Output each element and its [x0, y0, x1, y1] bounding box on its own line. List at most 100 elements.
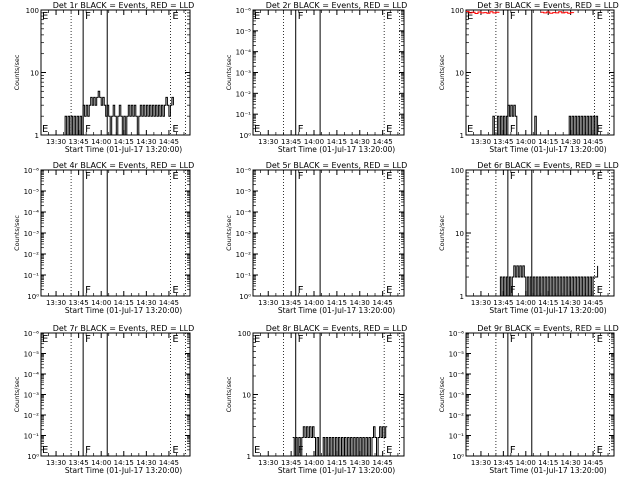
y-tick-label: 10⁻¹ [24, 272, 40, 280]
y-tick-label: 10 [242, 392, 251, 400]
y-axis-label: Counts/sec [225, 376, 233, 412]
marker-label-bottom-F: F [85, 445, 91, 456]
y-tick-label: 10⁻² [24, 412, 40, 420]
marker-label-bottom-F: F [510, 285, 516, 296]
y-tick-label: 10⁻² [449, 412, 465, 420]
marker-label-top-E: E [597, 11, 603, 22]
y-tick-label: 10⁻⁶ [236, 7, 252, 15]
y-tick-label: 100 [238, 330, 251, 338]
marker-label-top-F: F [510, 171, 516, 182]
y-tick-label: 1 [460, 132, 464, 140]
marker-label-bottom-E: E [42, 124, 48, 135]
detector-plot-5: Det 5r BLACK = Events, RED = LLD 10⁰ 10⁻¹ 1… [225, 161, 407, 315]
y-axis-label: Counts/sec [438, 54, 446, 90]
x-tick-label: 13:30 [46, 459, 66, 467]
x-axis-label: Start Time (01-Jul-17 13:20:00) [65, 145, 182, 154]
x-tick-label: 14:15 [538, 459, 558, 467]
detector-plot-4: Det 4r BLACK = Events, RED = LLD 10⁰ 10⁻¹ 1… [13, 161, 194, 315]
plot-title: Det 6r BLACK = Events, RED = LLD [477, 161, 619, 170]
plot-title: Det 1r BLACK = Events, RED = LLD [53, 1, 195, 10]
x-tick-label: 14:30 [561, 299, 581, 307]
x-tick-label: 14:30 [561, 459, 581, 467]
x-tick-label: 13:30 [471, 459, 491, 467]
y-tick-label: 1 [35, 132, 39, 140]
x-tick-label: 14:30 [136, 138, 156, 146]
marker-label-top-E: E [597, 334, 603, 345]
y-tick-label: 10 [455, 70, 464, 78]
y-axis-label: Counts/sec [225, 54, 233, 90]
y-tick-label: 10⁻⁴ [24, 209, 40, 217]
y-tick-label: 10⁻³ [236, 230, 252, 238]
x-tick-label: 14:15 [538, 138, 558, 146]
y-tick-label: 1 [247, 453, 251, 461]
y-tick-label: 10⁻³ [24, 392, 40, 400]
plot-title: Det 9r BLACK = Events, RED = LLD [477, 324, 619, 333]
marker-label-top-F: F [85, 171, 91, 182]
y-axis-label: Counts/sec [225, 215, 233, 251]
marker-label-bottom-E: E [597, 285, 603, 296]
y-tick-label: 10⁻³ [24, 230, 40, 238]
x-axis-label: Start Time (01-Jul-17 13:20:00) [65, 466, 182, 475]
y-tick-label: 10⁻² [236, 251, 252, 259]
marker-label-bottom-E: E [254, 445, 260, 456]
y-tick-label: 10 [30, 70, 39, 78]
x-tick-label: 14:30 [350, 459, 370, 467]
x-tick-label: 14:30 [136, 459, 156, 467]
plot-title: Det 4r BLACK = Events, RED = LLD [53, 161, 195, 170]
detector-plot-1: Det 1r BLACK = Events, RED = LLD 1 10 100 13… [13, 1, 194, 154]
x-axis-label: Start Time (01-Jul-17 13:20:00) [278, 466, 395, 475]
x-tick-label: 13:45 [493, 299, 513, 307]
x-tick-label: 14:15 [114, 299, 134, 307]
marker-label-top-E: E [42, 334, 48, 345]
x-tick-label: 13:30 [258, 299, 278, 307]
y-axis-label: Counts/sec [438, 215, 446, 251]
x-tick-label: 14:45 [373, 299, 393, 307]
x-tick-label: 14:45 [583, 299, 603, 307]
detector-plot-3: Det 3r BLACK = Events, RED = LLD 1 10 100 13… [438, 1, 619, 154]
plot-frame [40, 332, 191, 457]
x-tick-label: 13:45 [69, 138, 89, 146]
x-tick-label: 14:15 [538, 299, 558, 307]
y-tick-label: 10⁻² [24, 251, 40, 259]
x-tick-label: 14:45 [583, 459, 603, 467]
y-tick-label: 10⁻⁵ [24, 188, 40, 196]
y-tick-label: 10⁻⁶ [449, 330, 465, 338]
plot-title: Det 8r BLACK = Events, RED = LLD [266, 324, 408, 333]
y-axis-label: Counts/sec [13, 376, 21, 412]
y-tick-label: 100 [451, 167, 464, 175]
y-tick-label: 10⁰ [27, 293, 39, 301]
x-tick-label: 13:45 [493, 459, 513, 467]
marker-label-bottom-F: F [85, 124, 91, 135]
x-tick-label: 13:30 [258, 138, 278, 146]
y-tick-label: 10⁻⁵ [236, 28, 252, 36]
x-tick-label: 14:45 [373, 138, 393, 146]
x-tick-label: 14:15 [327, 138, 347, 146]
y-tick-label: 100 [451, 7, 464, 15]
y-tick-label: 10⁻⁵ [236, 188, 252, 196]
marker-label-top-F: F [298, 171, 304, 182]
marker-label-top-E: E [467, 11, 473, 22]
detector-plot-8: Det 8r BLACK = Events, RED = LLD 1 10 100 13… [225, 324, 407, 475]
y-tick-label: 10⁰ [239, 132, 251, 140]
y-axis-label: Counts/sec [13, 215, 21, 251]
y-tick-label: 10⁻⁵ [24, 351, 40, 359]
x-tick-label: 14:00 [91, 138, 111, 146]
marker-label-top-F: F [298, 11, 304, 22]
x-tick-label: 14:00 [516, 299, 536, 307]
y-tick-label: 10⁰ [452, 453, 464, 461]
detector-plot-9: Det 9r BLACK = Events, RED = LLD 10⁰ 10⁻¹ 1… [438, 324, 619, 475]
marker-label-top-E: E [172, 171, 178, 182]
marker-label-top-E: E [597, 171, 603, 182]
marker-label-bottom-F: F [510, 124, 516, 135]
marker-label-bottom-E: E [254, 124, 260, 135]
marker-label-bottom-F: F [510, 445, 516, 456]
marker-label-bottom-F: F [85, 285, 91, 296]
y-tick-label: 10⁻⁶ [236, 167, 252, 175]
marker-label-bottom-E: E [172, 285, 178, 296]
marker-label-bottom-E: E [172, 124, 178, 135]
y-tick-label: 10⁻¹ [236, 111, 252, 119]
x-axis-label: Start Time (01-Jul-17 13:20:00) [489, 306, 606, 315]
y-axis-label: Counts/sec [438, 376, 446, 412]
plot-frame [465, 332, 615, 457]
